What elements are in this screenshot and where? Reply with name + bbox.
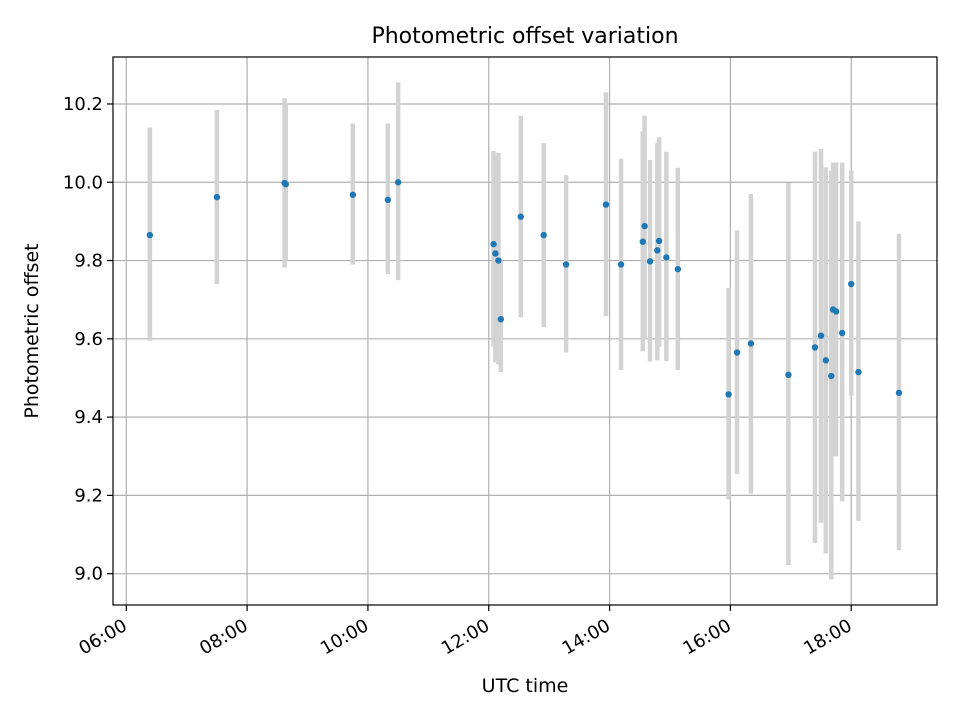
data-point <box>785 371 792 379</box>
data-point <box>811 344 819 351</box>
y-tick-label: 10.0 <box>63 172 103 193</box>
data-point <box>540 231 547 239</box>
data-point <box>832 308 840 315</box>
data-point <box>641 222 648 230</box>
data-point <box>394 179 402 186</box>
data-point <box>654 247 661 254</box>
data-point <box>497 316 505 323</box>
data-points <box>146 179 903 398</box>
data-point <box>492 250 499 257</box>
y-tick-label: 9.2 <box>74 485 103 506</box>
data-point <box>733 349 741 356</box>
data-point <box>674 265 682 273</box>
data-point <box>349 191 357 198</box>
data-point <box>848 280 855 288</box>
data-point <box>663 254 670 261</box>
x-axis-label: UTC time <box>482 675 569 697</box>
data-point <box>602 201 610 208</box>
grid <box>113 57 937 605</box>
data-point <box>895 389 903 397</box>
data-point <box>282 181 289 188</box>
data-point <box>562 261 570 268</box>
data-point <box>828 372 835 380</box>
data-point <box>213 193 221 201</box>
data-point <box>855 368 862 376</box>
data-point <box>639 238 647 245</box>
data-point <box>517 213 524 220</box>
y-tick-label: 10.2 <box>63 94 103 115</box>
y-tick-label: 9.0 <box>74 564 103 585</box>
plot-frame <box>112 56 938 606</box>
y-tick-label: 9.8 <box>74 251 103 272</box>
y-axis-ticks: 9.0 9.2 9.4 9.6 9.8 10.0 10.2 <box>63 94 113 585</box>
data-point <box>655 237 663 245</box>
data-point <box>822 357 830 364</box>
data-point <box>617 261 625 268</box>
data-point <box>490 240 497 248</box>
y-tick-label: 9.4 <box>74 407 103 428</box>
y-tick-label: 9.6 <box>74 329 103 350</box>
chart-title: Photometric offset variation <box>371 24 678 49</box>
data-point <box>384 196 392 204</box>
data-point <box>725 391 732 398</box>
data-point <box>495 257 502 264</box>
data-point <box>747 340 755 347</box>
data-point <box>817 332 825 339</box>
data-point <box>646 258 654 265</box>
data-point <box>146 231 154 239</box>
data-point <box>838 329 846 337</box>
y-axis-label: Photometric offset <box>21 243 43 418</box>
